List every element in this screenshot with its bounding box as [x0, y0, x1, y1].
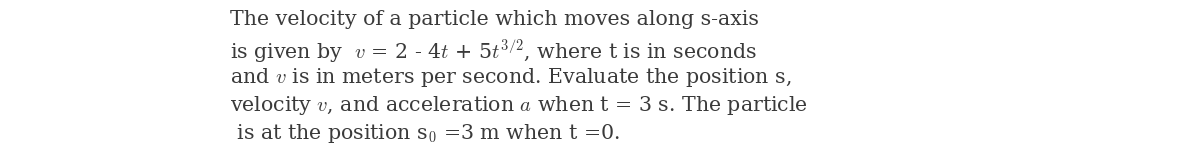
Text: velocity $v$, and acceleration $a$ when t = 3 s. The particle: velocity $v$, and acceleration $a$ when … [230, 94, 809, 117]
Text: and $v$ is in meters per second. Evaluate the position s,: and $v$ is in meters per second. Evaluat… [230, 66, 792, 89]
Text: The velocity of a particle which moves along s-axis: The velocity of a particle which moves a… [230, 10, 760, 29]
Text: is at the position s$_0$ =3 m when t =0.: is at the position s$_0$ =3 m when t =0. [230, 122, 620, 145]
Text: is given by  $v$ = 2 - 4$t$ + 5$t^{3/2}$, where t is in seconds: is given by $v$ = 2 - 4$t$ + 5$t^{3/2}$,… [230, 38, 757, 65]
